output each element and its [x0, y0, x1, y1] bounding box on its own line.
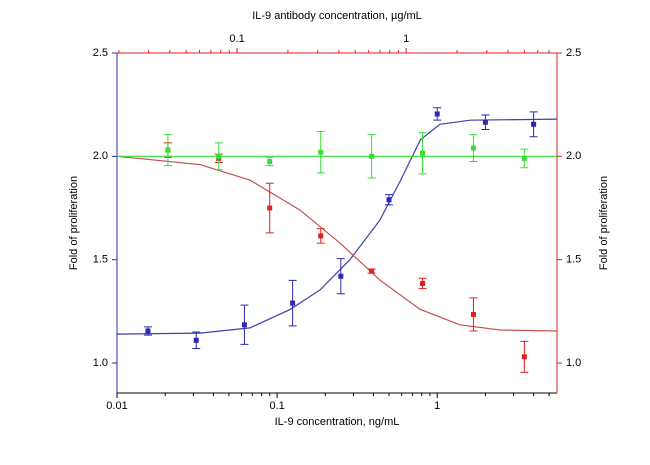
data-point [434, 111, 440, 117]
data-point [470, 145, 476, 151]
y-tick-label: 1.5 [93, 254, 108, 266]
y2-tick-label: 2.0 [566, 150, 581, 162]
data-point [420, 280, 426, 286]
data-point [165, 147, 171, 153]
x2-axis-label: IL-9 antibody concentration, µg/mL [252, 10, 422, 22]
data-point [338, 273, 344, 279]
data-point [241, 322, 247, 328]
data-point [318, 233, 324, 239]
data-point [267, 159, 273, 165]
fit-curve [116, 155, 558, 332]
data-point [521, 354, 527, 360]
x-axis-label: IL-9 concentration, ng/mL [275, 416, 400, 428]
data-point [369, 153, 375, 159]
data-point [145, 328, 151, 334]
y-tick-label: 1.0 [93, 357, 108, 369]
x2-tick-label: 1 [403, 33, 409, 45]
y2-tick-label: 1.5 [566, 254, 581, 266]
fit-curve [116, 118, 558, 335]
y2-tick-label: 1.0 [566, 357, 581, 369]
x2-tick-label: 0.1 [229, 33, 244, 45]
data-point [470, 311, 476, 317]
y-axis-label: Fold of proliferation [68, 176, 80, 270]
data-point [290, 300, 296, 306]
data-point [318, 149, 324, 155]
y2-axis-label: Fold of proliferation [598, 176, 610, 270]
data-point [369, 268, 375, 274]
data-point [386, 197, 392, 203]
data-point [420, 150, 426, 156]
data-point [482, 119, 488, 125]
data-point [193, 337, 199, 343]
data-point [521, 155, 527, 161]
x-tick-label: 1 [434, 400, 440, 412]
y2-tick-label: 2.5 [566, 47, 581, 59]
x-tick-label: 0.01 [106, 400, 127, 412]
data-point [216, 153, 222, 159]
y-tick-label: 2.0 [93, 150, 108, 162]
x-tick-label: 0.1 [269, 400, 284, 412]
data-point [267, 205, 273, 211]
y-tick-label: 2.5 [93, 47, 108, 59]
data-point [531, 121, 537, 127]
